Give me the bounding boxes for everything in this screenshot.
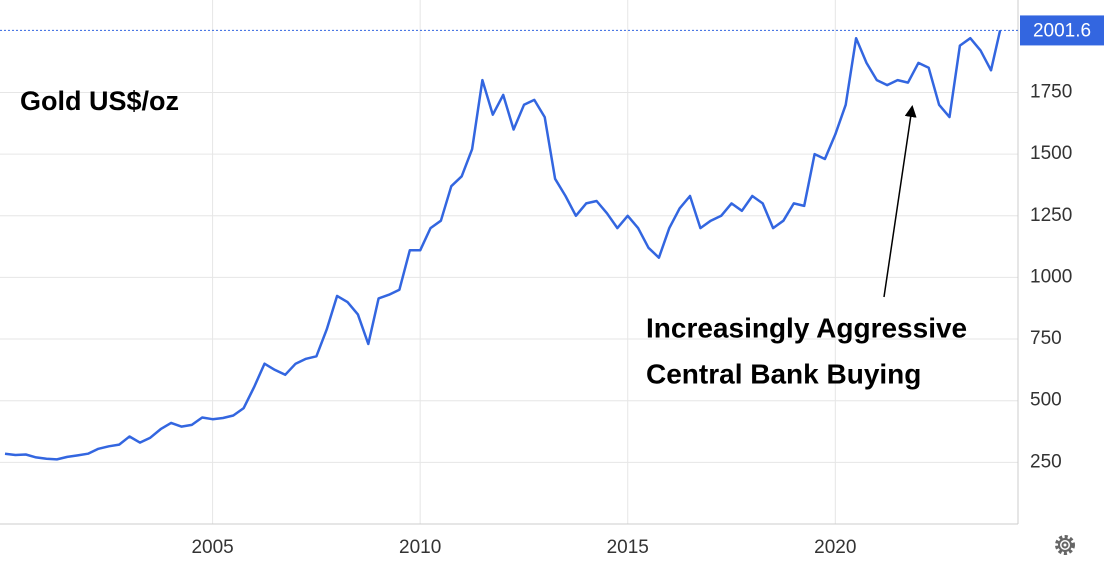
last-value-box bbox=[1020, 15, 1104, 46]
settings-icon[interactable] bbox=[1055, 535, 1075, 555]
y-tick-label: 1750 bbox=[1030, 81, 1072, 102]
plot: 2001.6 bbox=[0, 15, 1104, 461]
annotation-arrow bbox=[883, 105, 917, 298]
y-tick-label: 500 bbox=[1030, 390, 1062, 411]
annotation: Increasingly Aggressive bbox=[646, 312, 967, 343]
y-tick-label: 1250 bbox=[1030, 205, 1072, 226]
x-tick-label: 2015 bbox=[607, 537, 649, 558]
chart-title: Gold US$/oz bbox=[20, 86, 179, 116]
y-tick-label: 750 bbox=[1030, 328, 1062, 349]
x-tick-label: 2020 bbox=[814, 537, 856, 558]
last-value-label: 2001.6 bbox=[1033, 20, 1091, 41]
y-tick-label: 1000 bbox=[1030, 266, 1072, 287]
line bbox=[4, 30, 1002, 461]
y-tick-label: 1500 bbox=[1030, 143, 1072, 164]
y-tick-label: 250 bbox=[1030, 451, 1062, 472]
annotation: Central Bank Buying bbox=[646, 358, 921, 389]
x-tick-label: 2010 bbox=[399, 537, 441, 558]
x-tick-label: 2005 bbox=[191, 537, 233, 558]
grid bbox=[0, 0, 1018, 524]
